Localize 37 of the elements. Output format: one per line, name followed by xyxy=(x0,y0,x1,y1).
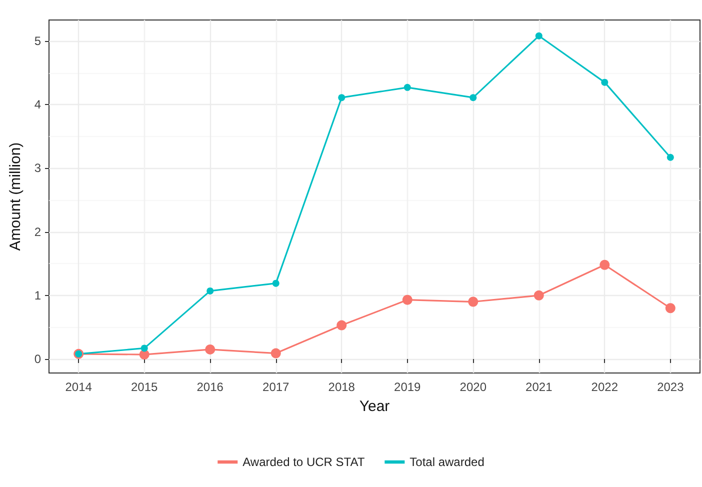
x-tick-label: 2017 xyxy=(262,380,290,394)
x-tick-label: 2022 xyxy=(591,380,618,394)
y-tick-label: 3 xyxy=(34,161,42,176)
point xyxy=(402,294,412,305)
point xyxy=(535,32,542,40)
point xyxy=(206,287,214,294)
point xyxy=(205,344,216,354)
x-tick-label: 2015 xyxy=(130,380,158,394)
x-tick-label: 2018 xyxy=(328,380,356,394)
point xyxy=(270,348,281,358)
point xyxy=(272,280,280,287)
x-tick-label: 2016 xyxy=(196,380,224,394)
legend-label: Total awarded xyxy=(410,455,484,469)
point xyxy=(336,320,347,330)
x-tick-label: 2014 xyxy=(65,380,92,394)
x-tick-label: 2019 xyxy=(394,380,422,394)
point xyxy=(666,154,674,161)
point xyxy=(338,94,346,102)
point xyxy=(600,260,610,270)
point xyxy=(468,296,478,307)
y-tick-label: 4 xyxy=(34,98,42,112)
point xyxy=(140,344,148,352)
x-tick-label: 2023 xyxy=(657,380,684,394)
y-tick-label: 0 xyxy=(34,352,42,366)
point xyxy=(404,84,411,91)
point xyxy=(601,78,608,86)
y-tick-label: 5 xyxy=(34,34,42,48)
point xyxy=(534,290,544,300)
point xyxy=(665,303,676,314)
y-tick-label: 2 xyxy=(34,224,42,239)
legend-label: Awarded to UCR STAT xyxy=(242,455,366,469)
x-axis-title: Year xyxy=(359,398,390,415)
point xyxy=(470,94,477,102)
x-tick-label: 2021 xyxy=(526,380,553,394)
y-tick-label: 1 xyxy=(34,288,42,302)
x-tick-label: 2020 xyxy=(460,380,487,394)
y-axis-title: Amount (million) xyxy=(7,142,24,251)
